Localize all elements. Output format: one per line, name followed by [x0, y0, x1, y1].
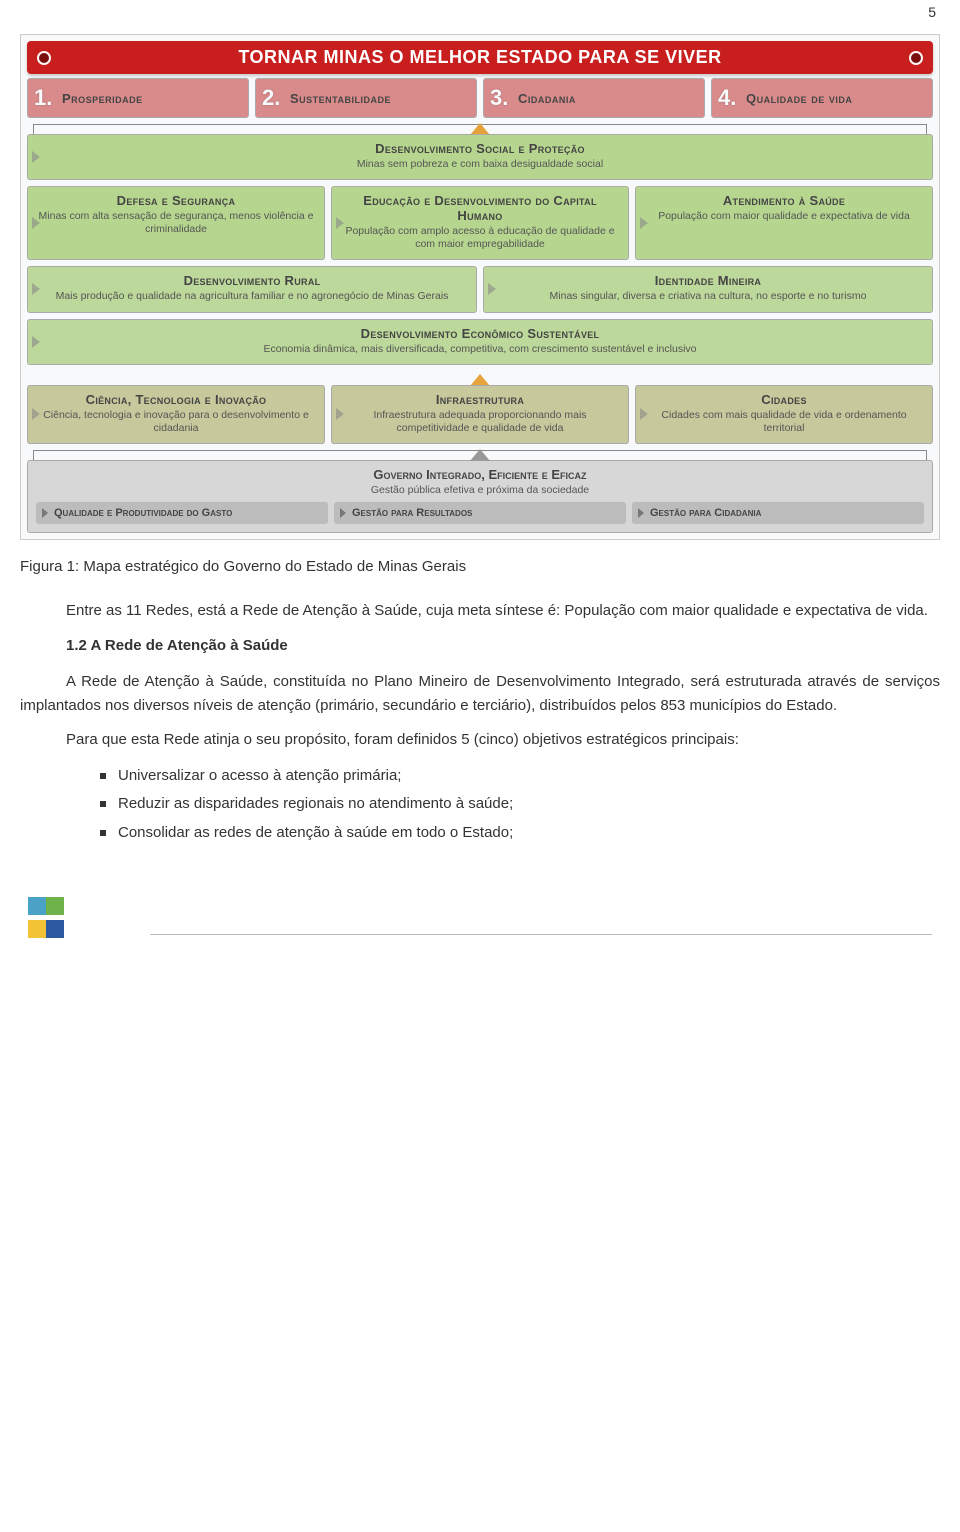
card-title: Desenvolvimento Rural	[36, 273, 468, 288]
pillar-label: Cidadania	[518, 91, 576, 106]
card-subtitle: Mais produção e qualidade na agricultura…	[36, 290, 468, 303]
card-title: Educação e Desenvolvimento do Capital Hu…	[340, 193, 620, 223]
card-subtitle: Minas singular, diversa e criativa na cu…	[492, 290, 924, 303]
gov-chip-label: Qualidade e Produtividade do Gasto	[54, 507, 232, 519]
body-paragraph-3: Para que esta Rede atinja o seu propósit…	[20, 728, 940, 752]
card-ciencia-tecnologia: Ciência, Tecnologia e Inovação Ciência, …	[27, 385, 325, 444]
card-desenvolvimento-rural: Desenvolvimento Rural Mais produção e qu…	[27, 266, 477, 312]
up-arrow-icon	[470, 374, 490, 386]
chevron-icon	[340, 508, 346, 518]
footer-flag-icon	[28, 897, 64, 943]
gov-chips-row: Qualidade e Produtividade do Gasto Gestã…	[36, 502, 924, 524]
gov-chip-qualidade: Qualidade e Produtividade do Gasto	[36, 502, 328, 524]
row-three-a: Defesa e Segurança Minas com alta sensaç…	[27, 186, 933, 260]
flag-square	[46, 920, 64, 938]
pillar-number: 2.	[262, 85, 290, 111]
flag-square	[28, 897, 46, 915]
list-item: Consolidar as redes de atenção à saúde e…	[100, 819, 940, 848]
chevron-icon	[42, 508, 48, 518]
row-economy: Desenvolvimento Econômico Sustentável Ec…	[27, 319, 933, 365]
gov-title: Governo Integrado, Eficiente e Eficaz	[36, 467, 924, 482]
footer-rule	[150, 934, 932, 935]
gov-chip-label: Gestão para Resultados	[352, 507, 472, 519]
card-title: Atendimento à Saúde	[644, 193, 924, 208]
row-two: Desenvolvimento Rural Mais produção e qu…	[27, 266, 933, 312]
pillar-number: 1.	[34, 85, 62, 111]
card-educacao: Educação e Desenvolvimento do Capital Hu…	[331, 186, 629, 260]
card-subtitle: Minas com alta sensação de segurança, me…	[36, 210, 316, 236]
list-item: Universalizar o acesso à atenção primári…	[100, 762, 940, 791]
card-title: Ciência, Tecnologia e Inovação	[36, 392, 316, 407]
gov-chip-label: Gestão para Cidadania	[650, 507, 761, 519]
flag-square	[28, 920, 46, 938]
card-subtitle: Infraestrutura adequada proporcionando m…	[340, 409, 620, 435]
chevron-icon	[32, 283, 40, 295]
chevron-icon	[488, 283, 496, 295]
card-title: Desenvolvimento Econômico Sustentável	[36, 326, 924, 341]
diagram-title: TORNAR MINAS O MELHOR ESTADO PARA SE VIV…	[51, 47, 909, 68]
gov-chip-resultados: Gestão para Resultados	[334, 502, 626, 524]
pillar-qualidade-de-vida: 4. Qualidade de vida	[711, 78, 933, 118]
gov-chip-cidadania: Gestão para Cidadania	[632, 502, 924, 524]
chevron-icon	[336, 217, 344, 229]
card-saude: Atendimento à Saúde População com maior …	[635, 186, 933, 260]
bracket-bottom	[33, 450, 927, 460]
chevron-icon	[32, 217, 40, 229]
pillar-sustentabilidade: 2. Sustentabilidade	[255, 78, 477, 118]
pillar-label: Prosperidade	[62, 91, 143, 106]
card-desenvolvimento-social: Desenvolvimento Social e Proteção Minas …	[27, 134, 933, 180]
card-subtitle: Ciência, tecnologia e inovação para o de…	[36, 409, 316, 435]
card-cidades: Cidades Cidades com mais qualidade de vi…	[635, 385, 933, 444]
gov-subtitle: Gestão pública efetiva e próxima da soci…	[36, 484, 924, 496]
card-title: Infraestrutura	[340, 392, 620, 407]
body-paragraph-1: Entre as 11 Redes, está a Rede de Atençã…	[20, 599, 940, 623]
bracket-top	[33, 124, 927, 134]
row-social: Desenvolvimento Social e Proteção Minas …	[27, 134, 933, 180]
card-title: Defesa e Segurança	[36, 193, 316, 208]
dot-icon	[909, 51, 923, 65]
pillar-label: Sustentabilidade	[290, 91, 391, 106]
row-three-b: Ciência, Tecnologia e Inovação Ciência, …	[27, 385, 933, 444]
up-arrow-icon	[470, 449, 490, 461]
chevron-icon	[32, 336, 40, 348]
card-subtitle: População com amplo acesso à educação de…	[340, 225, 620, 251]
pillar-prosperidade: 1. Prosperidade	[27, 78, 249, 118]
card-identidade-mineira: Identidade Mineira Minas singular, diver…	[483, 266, 933, 312]
card-subtitle: Minas sem pobreza e com baixa desigualda…	[36, 158, 924, 171]
strategic-map-diagram: TORNAR MINAS O MELHOR ESTADO PARA SE VIV…	[20, 34, 940, 540]
pillar-label: Qualidade de vida	[746, 91, 852, 106]
card-desenvolvimento-economico: Desenvolvimento Econômico Sustentável Ec…	[27, 319, 933, 365]
pillar-number: 3.	[490, 85, 518, 111]
card-title: Cidades	[644, 392, 924, 407]
card-defesa-seguranca: Defesa e Segurança Minas com alta sensaç…	[27, 186, 325, 260]
arrow-mid	[27, 371, 933, 385]
diagram-title-bar: TORNAR MINAS O MELHOR ESTADO PARA SE VIV…	[27, 41, 933, 74]
card-title: Desenvolvimento Social e Proteção	[36, 141, 924, 156]
section-heading: 1.2 A Rede de Atenção à Saúde	[66, 637, 940, 654]
dot-icon	[37, 51, 51, 65]
gov-band: Governo Integrado, Eficiente e Eficaz Ge…	[27, 460, 933, 533]
chevron-icon	[32, 408, 40, 420]
figure-caption: Figura 1: Mapa estratégico do Governo do…	[20, 558, 940, 575]
list-item: Reduzir as disparidades regionais no ate…	[100, 790, 940, 819]
chevron-icon	[32, 151, 40, 163]
pillars-row: 1. Prosperidade 2. Sustentabilidade 3. C…	[27, 78, 933, 118]
objectives-list: Universalizar o acesso à atenção primári…	[100, 762, 940, 848]
chevron-icon	[638, 508, 644, 518]
pillar-cidadania: 3. Cidadania	[483, 78, 705, 118]
card-subtitle: Cidades com mais qualidade de vida e ord…	[644, 409, 924, 435]
page-number: 5	[928, 4, 936, 20]
body-paragraph-2: A Rede de Atenção à Saúde, constituída n…	[20, 670, 940, 718]
card-title: Identidade Mineira	[492, 273, 924, 288]
card-subtitle: População com maior qualidade e expectat…	[644, 210, 924, 223]
chevron-icon	[336, 408, 344, 420]
pillar-number: 4.	[718, 85, 746, 111]
chevron-icon	[640, 217, 648, 229]
chevron-icon	[640, 408, 648, 420]
flag-square	[46, 897, 64, 915]
card-subtitle: Economia dinâmica, mais diversificada, c…	[36, 343, 924, 356]
card-infraestrutura: Infraestrutura Infraestrutura adequada p…	[331, 385, 629, 444]
